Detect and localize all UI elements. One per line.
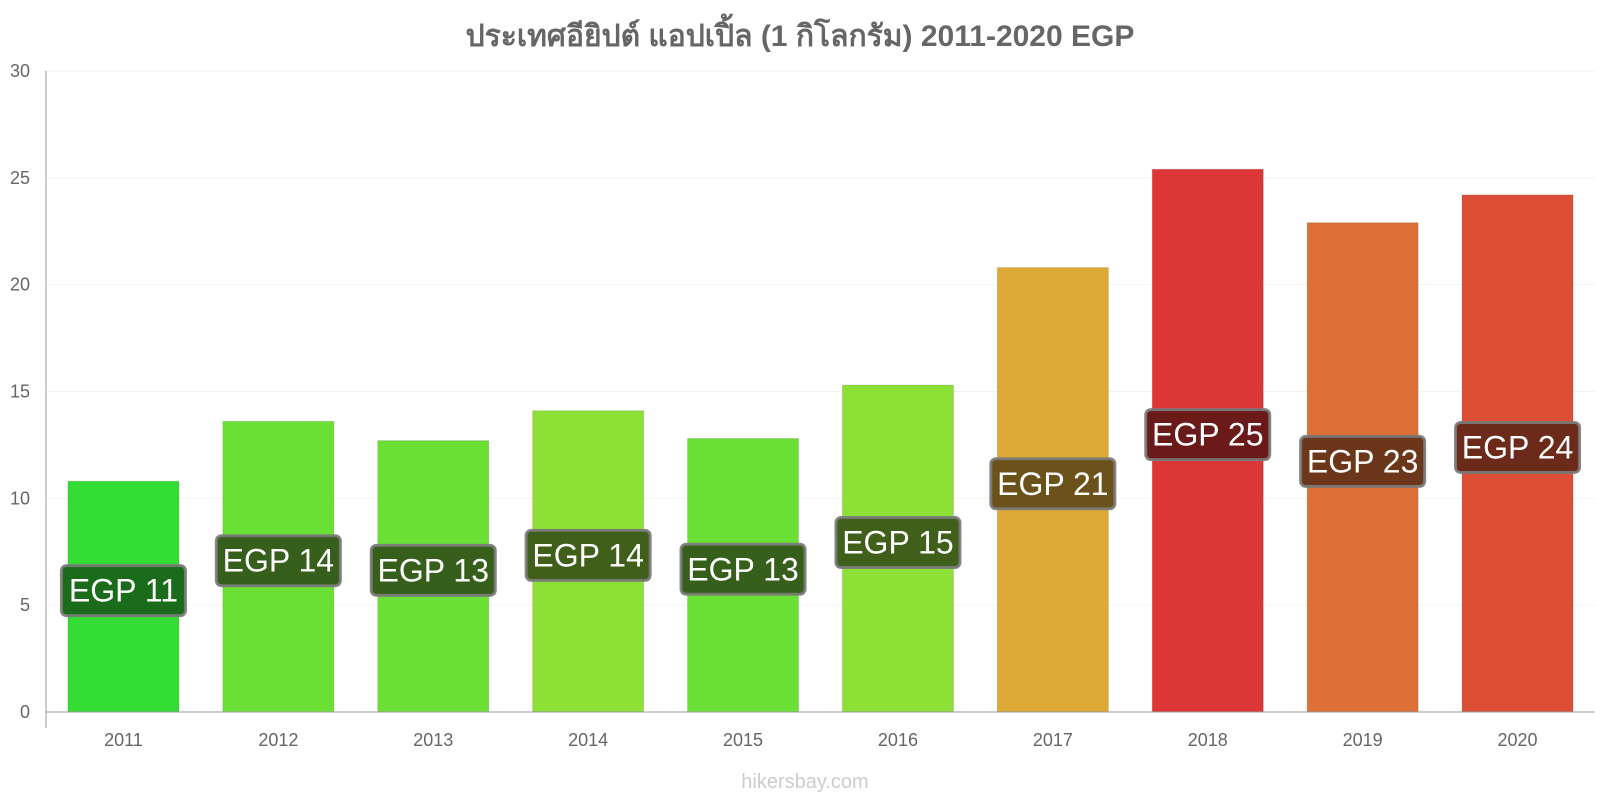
y-tick-label: 5 <box>20 595 30 615</box>
y-tick-label: 20 <box>10 275 30 295</box>
data-label-box <box>989 457 1117 511</box>
x-tick-label: 2011 <box>104 730 143 750</box>
y-tick-label: 10 <box>10 488 30 508</box>
data-label-box <box>1144 408 1272 462</box>
data-label-box <box>1299 434 1427 488</box>
y-axis: 0 5 10 15 20 25 30 <box>10 61 47 728</box>
x-tick-label: 2018 <box>1188 730 1228 750</box>
data-label: EGP 24 <box>1462 429 1573 465</box>
data-label-box <box>1454 420 1582 474</box>
x-tick-label: 2020 <box>1498 730 1538 750</box>
data-label: EGP 21 <box>997 466 1108 502</box>
x-tick-label: 2016 <box>878 730 918 750</box>
y-tick-label: 25 <box>10 168 30 188</box>
data-label: EGP 14 <box>223 543 334 579</box>
data-labels: EGP 11 EGP 14 EGP 13 EGP 14 EGP 13 EGP 15 EGP … <box>59 408 1582 618</box>
y-tick-label: 15 <box>10 382 30 402</box>
data-label-box <box>214 534 342 588</box>
data-label: EGP 13 <box>687 551 798 587</box>
data-label-box <box>834 516 962 570</box>
data-label: EGP 13 <box>378 552 489 588</box>
x-tick-label: 2014 <box>568 730 608 750</box>
data-label: EGP 25 <box>1152 417 1263 453</box>
x-tick-label: 2013 <box>413 730 453 750</box>
x-axis: 2011 2012 2013 2014 2015 2016 2017 2018 2019 2020 <box>46 711 1595 750</box>
data-label-box <box>59 564 187 618</box>
y-tick-label: 0 <box>20 702 30 722</box>
x-tick-label: 2012 <box>258 730 298 750</box>
data-label: EGP 11 <box>69 573 178 609</box>
data-label-box <box>369 543 497 597</box>
chart-title: ประเทศอียิปต์ แอปเปิ้ล (1 กิโลกรัม) 2011… <box>466 13 1135 53</box>
credit-text: hikersbay.com <box>741 771 868 793</box>
data-label: EGP 15 <box>842 525 953 561</box>
x-tick-label: 2015 <box>723 730 763 750</box>
data-label-box <box>679 542 807 596</box>
y-tick-label: 30 <box>10 61 30 81</box>
data-label: EGP 23 <box>1307 443 1418 479</box>
data-label-box <box>524 528 652 582</box>
data-label: EGP 14 <box>532 537 643 573</box>
x-tick-label: 2017 <box>1033 730 1073 750</box>
x-tick-label: 2019 <box>1343 730 1383 750</box>
